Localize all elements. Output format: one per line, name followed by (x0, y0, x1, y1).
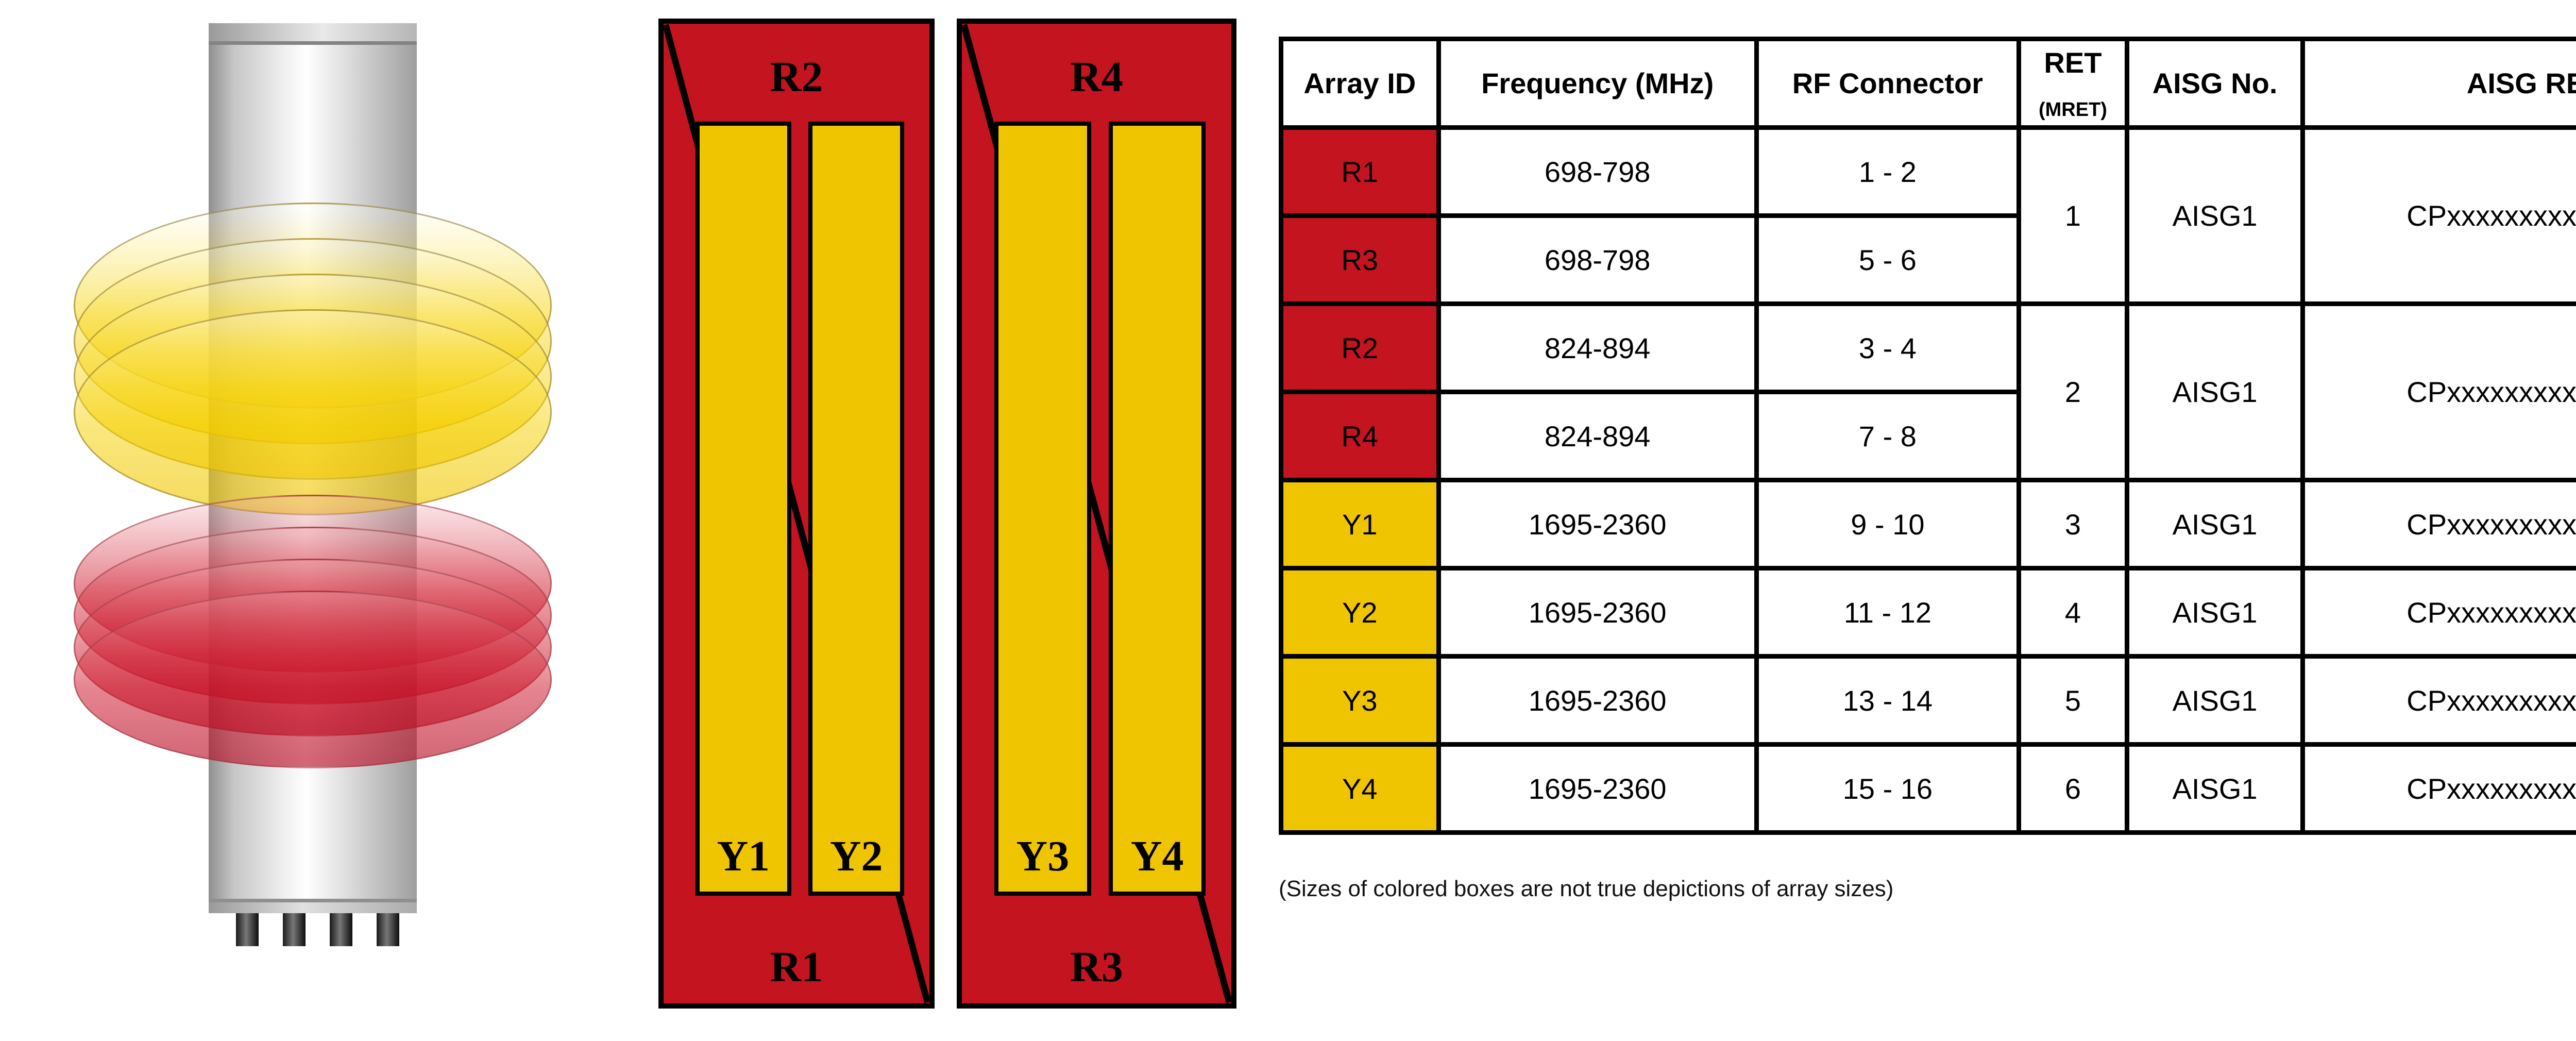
table-header-row: Array ID Frequency (MHz) RF Connector RE… (1279, 37, 2576, 130)
bar-label: Y3 (1016, 832, 1070, 880)
rf-connector-cell: 13 - 14 (1754, 654, 2022, 747)
frequency-cell: 698-798 (1436, 125, 1759, 218)
array-id-cell: R4 (1279, 390, 1441, 482)
uid-cell: CPxxxxxxxxxxxxxxMM.6 (2300, 742, 2576, 835)
array-id-cell: Y3 (1279, 654, 1441, 747)
ret-header-main: RET (2044, 46, 2102, 79)
rf-connector-cell: 5 - 6 (1754, 213, 2022, 306)
array-id-cell: Y1 (1279, 478, 1441, 570)
column-header-aisg-ret-uid: AISG RET UID (2300, 37, 2576, 130)
frequency-cell: 1695-2360 (1436, 566, 1759, 659)
table-row: R4 824-894 7 - 8 (1279, 390, 2576, 482)
uid-cell: CPxxxxxxxxxxxxxxMM.4 (2300, 566, 2576, 659)
antenna-connector-pin (377, 913, 399, 946)
array-panel-1: R2 Y1 Y2 R1 (658, 19, 935, 1009)
panel-bottom-label: R1 (770, 943, 823, 991)
rf-connector-cell: 1 - 2 (1754, 125, 2022, 218)
antenna-bottom-cap (209, 899, 417, 913)
ret-cell: 1 (2016, 125, 2129, 306)
ret-cell: 5 (2016, 654, 2129, 747)
ret-cell: 4 (2016, 566, 2129, 659)
antenna-connector-pin (330, 913, 352, 946)
yellow-beam-disc (74, 309, 552, 515)
aisg-cell: AISG1 (2124, 478, 2306, 570)
array-id-cell: R2 (1279, 301, 1441, 394)
array-id-cell: R1 (1279, 125, 1441, 218)
column-header-aisg-no: AISG No. (2124, 37, 2306, 130)
array-id-cell: R3 (1279, 213, 1441, 306)
antenna-connector-pin (283, 913, 306, 946)
column-header-array-id: Array ID (1279, 37, 1441, 130)
array-spec-table: Array ID Frequency (MHz) RF Connector RE… (1279, 37, 2576, 835)
aisg-cell: AISG1 (2124, 566, 2306, 659)
aisg-cell: AISG1 (2124, 125, 2306, 306)
yellow-array-bar: Y3 (994, 122, 1092, 896)
yellow-array-bar: Y2 (808, 122, 904, 896)
rf-connector-cell: 15 - 16 (1754, 742, 2022, 835)
array-panel-2: R4 Y3 Y4 R3 (957, 19, 1236, 1009)
column-header-ret: RET (MRET) (2016, 37, 2129, 130)
frequency-cell: 1695-2360 (1436, 478, 1759, 570)
bar-label: Y4 (1130, 832, 1184, 880)
antenna-connector-pin (236, 913, 259, 946)
panel-top-label: R2 (770, 53, 823, 101)
table-row: R3 698-798 5 - 6 (1279, 213, 2576, 306)
table-footnote: (Sizes of colored boxes are not true dep… (1279, 876, 1894, 901)
ret-cell: 6 (2016, 742, 2129, 835)
yellow-array-bar: Y1 (695, 122, 791, 896)
rf-connector-cell: 9 - 10 (1754, 478, 2022, 570)
uid-cell: CPxxxxxxxxxxxxxxMM.3 (2300, 478, 2576, 570)
frequency-cell: 824-894 (1436, 390, 1759, 482)
bar-label: Y1 (717, 832, 770, 880)
rf-connector-cell: 11 - 12 (1754, 566, 2022, 659)
rf-connector-cell: 3 - 4 (1754, 301, 2022, 394)
uid-cell: CPxxxxxxxxxxxxxxMM.5 (2300, 654, 2576, 747)
uid-cell: CPxxxxxxxxxxxxxxMM.1 (2300, 125, 2576, 306)
column-header-rf-connector: RF Connector (1754, 37, 2022, 130)
frequency-cell: 1695-2360 (1436, 742, 1759, 835)
column-header-frequency: Frequency (MHz) (1436, 37, 1759, 130)
frequency-cell: 698-798 (1436, 213, 1759, 306)
aisg-cell: AISG1 (2124, 654, 2306, 747)
frequency-cell: 824-894 (1436, 301, 1759, 394)
panel-top-label: R4 (1070, 53, 1123, 101)
antenna-top-cap (209, 23, 417, 45)
ret-cell: 3 (2016, 478, 2129, 570)
aisg-cell: AISG1 (2124, 742, 2306, 835)
ret-cell: 2 (2016, 301, 2129, 482)
ret-header-sub: (MRET) (2038, 98, 2107, 121)
antenna-illustration (0, 0, 644, 1041)
uid-cell: CPxxxxxxxxxxxxxxMM.2 (2300, 301, 2576, 482)
bar-label: Y2 (829, 832, 883, 880)
aisg-cell: AISG1 (2124, 301, 2306, 482)
panel-bottom-label: R3 (1070, 943, 1123, 991)
array-id-cell: Y4 (1279, 742, 1441, 835)
frequency-cell: 1695-2360 (1436, 654, 1759, 747)
rf-connector-cell: 7 - 8 (1754, 390, 2022, 482)
array-id-cell: Y2 (1279, 566, 1441, 659)
yellow-array-bar: Y4 (1109, 122, 1206, 896)
red-beam-disc (74, 591, 552, 768)
